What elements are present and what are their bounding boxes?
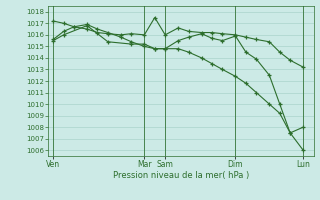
X-axis label: Pression niveau de la mer( hPa ): Pression niveau de la mer( hPa ): [113, 171, 249, 180]
